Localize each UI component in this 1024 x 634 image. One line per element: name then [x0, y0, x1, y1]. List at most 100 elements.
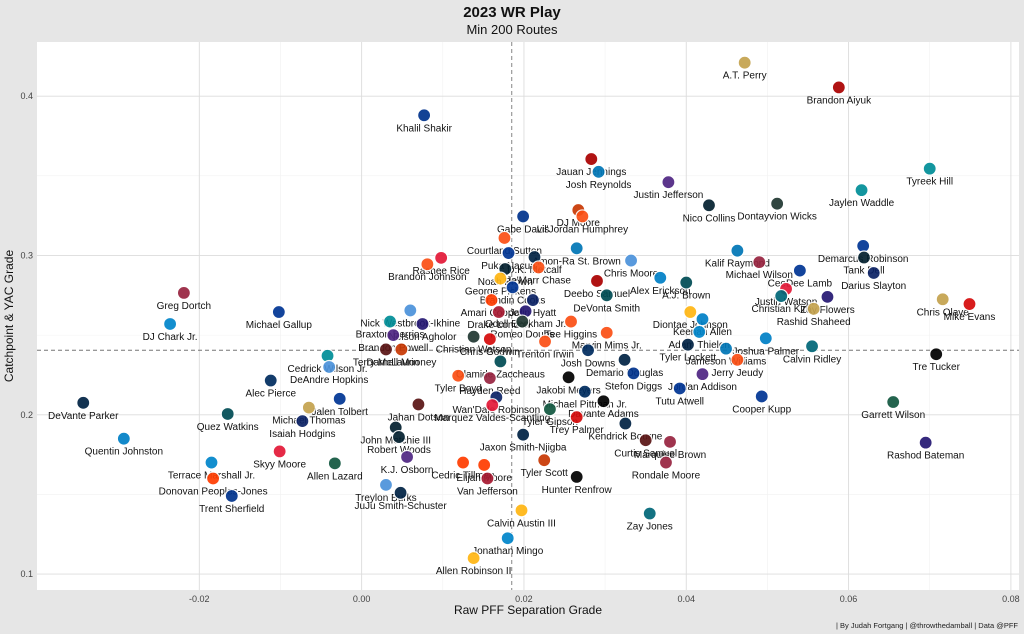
team-logo-marker: [206, 471, 221, 486]
point-label: Quentin Johnston: [85, 447, 163, 458]
team-logo-marker: [886, 394, 901, 410]
team-logo-marker: [561, 370, 576, 385]
point-label: Kalif Raymond: [705, 259, 770, 270]
data-point: Rondale Moore: [632, 455, 701, 482]
data-point: Christian Watson: [436, 329, 512, 356]
data-point: Brandon Aiyuk: [807, 80, 872, 106]
data-point: Mike Evans: [944, 296, 996, 323]
point-label: Quez Watkins: [197, 422, 259, 433]
data-point: Tank Dell: [843, 250, 885, 277]
data-point: Demario Douglas: [586, 352, 663, 379]
point-label: Tyler Scott: [521, 468, 568, 479]
team-logo-marker: [596, 394, 611, 409]
data-point: Terry McLaurin: [353, 342, 419, 368]
point-label: Allen Lazard: [307, 471, 363, 482]
team-logo-marker: [918, 435, 933, 450]
point-label: Josh Downs: [561, 358, 615, 369]
point-label: Garrett Wilson: [861, 410, 925, 421]
point-label: Amon-Ra St. Brown: [533, 256, 621, 267]
point-label: Trey Palmer: [550, 425, 605, 436]
team-logo-marker: [263, 373, 278, 388]
point-label: Dontayvion Wicks: [737, 212, 816, 223]
data-point: Donovan Peoples-Jones: [159, 471, 268, 497]
data-point: DJ Chark Jr.: [143, 316, 198, 343]
point-label: Chris Olave: [917, 307, 970, 318]
team-logo-marker: [653, 270, 668, 285]
x-tick-label: -0.02: [189, 594, 210, 604]
data-point: Skyy Moore: [253, 444, 306, 470]
point-label: Jauan Jennings: [556, 167, 626, 178]
team-logo-marker: [451, 368, 466, 383]
data-point: Curtis Samuel: [614, 433, 677, 459]
team-logo-marker: [482, 331, 497, 347]
point-label: Robert Woods: [367, 445, 431, 456]
team-logo-marker: [683, 304, 698, 320]
team-logo-marker: [577, 384, 592, 399]
data-point: Rashod Bateman: [887, 435, 964, 462]
team-logo-marker: [516, 209, 531, 224]
team-logo-marker: [658, 455, 674, 470]
data-point: George Pickens: [465, 271, 536, 298]
point-label: Tyler Gipson: [522, 417, 578, 428]
team-logo-marker: [220, 406, 235, 422]
data-point: Drake London: [467, 304, 530, 331]
team-logo-marker: [301, 400, 316, 415]
team-logo-marker: [575, 209, 590, 224]
team-logo-marker: [480, 471, 495, 486]
data-point: Marquise Brown: [634, 434, 706, 461]
data-point: Cedric Tillman: [431, 455, 495, 482]
point-label: Donovan Peoples-Jones: [159, 486, 268, 497]
point-label: Gabe Davis: [497, 224, 549, 235]
point-label: Amari Cooper: [461, 308, 523, 319]
data-points: A.T. Perry Brandon Aiyuk Khalil Shakir Jaua…: [48, 55, 996, 577]
data-point: Tee Higgins: [545, 314, 597, 341]
point-label: Josh Reynolds: [566, 180, 632, 191]
team-logo-marker: [417, 108, 432, 123]
data-point: Trey Palmer: [550, 410, 605, 436]
team-logo-marker: [482, 371, 497, 386]
data-point: K.J. Osborn: [381, 449, 433, 476]
point-label: Davante Adams: [568, 409, 639, 420]
team-logo-marker: [692, 324, 707, 340]
point-label: Zay Jones: [627, 522, 673, 533]
point-label: Greg Dortch: [157, 301, 211, 312]
team-logo-marker: [770, 196, 785, 211]
point-label: Nico Collins: [683, 213, 736, 224]
point-label: Allen Robinson II: [436, 566, 512, 577]
point-label: Deebo Samuel: [564, 289, 630, 300]
point-label: Olamide Zaccheaus: [456, 369, 545, 380]
team-logo-marker: [493, 354, 508, 369]
point-label: Michael Wilson: [726, 270, 793, 281]
point-label: Rashod Bateman: [887, 451, 964, 462]
point-label: Zay Flowers: [800, 305, 854, 316]
point-label: Cedric Tillman: [431, 471, 494, 482]
data-point: Jerry Jeudy: [712, 352, 763, 379]
team-logo-marker: [411, 397, 426, 412]
data-point: Jaylen Waddle: [829, 183, 895, 209]
team-logo-marker: [378, 477, 394, 492]
data-point: DeVante Parker: [48, 395, 119, 422]
data-point: Van Jefferson: [457, 471, 518, 497]
team-logo-marker: [730, 243, 745, 258]
data-point: Tyler Scott: [521, 453, 568, 479]
point-label: Isaiah Hodgins: [269, 429, 335, 440]
point-label: Brandon Powell: [358, 343, 428, 354]
data-point: Darius Slayton: [841, 265, 906, 292]
data-point: Dontayvion Wicks: [737, 196, 817, 223]
point-label: Mike Evans: [944, 312, 996, 323]
point-label: Tre Tucker: [913, 362, 961, 373]
team-logo-marker: [569, 241, 584, 256]
team-logo-marker: [272, 444, 287, 459]
x-tick-label: 0.02: [515, 594, 533, 604]
data-point: Rashid Shaheed: [777, 301, 851, 328]
team-logo-marker: [792, 263, 807, 278]
team-logo-marker: [542, 402, 558, 417]
team-logo-marker: [672, 381, 687, 396]
team-logo-marker: [434, 250, 449, 265]
team-logo-marker: [617, 352, 632, 367]
team-logo-marker: [642, 506, 657, 521]
data-point: Marquez Valdes-Scantling: [434, 398, 550, 424]
team-logo-marker: [515, 314, 530, 329]
team-logo-marker: [563, 314, 579, 329]
point-label: Christian Watson: [436, 345, 512, 356]
